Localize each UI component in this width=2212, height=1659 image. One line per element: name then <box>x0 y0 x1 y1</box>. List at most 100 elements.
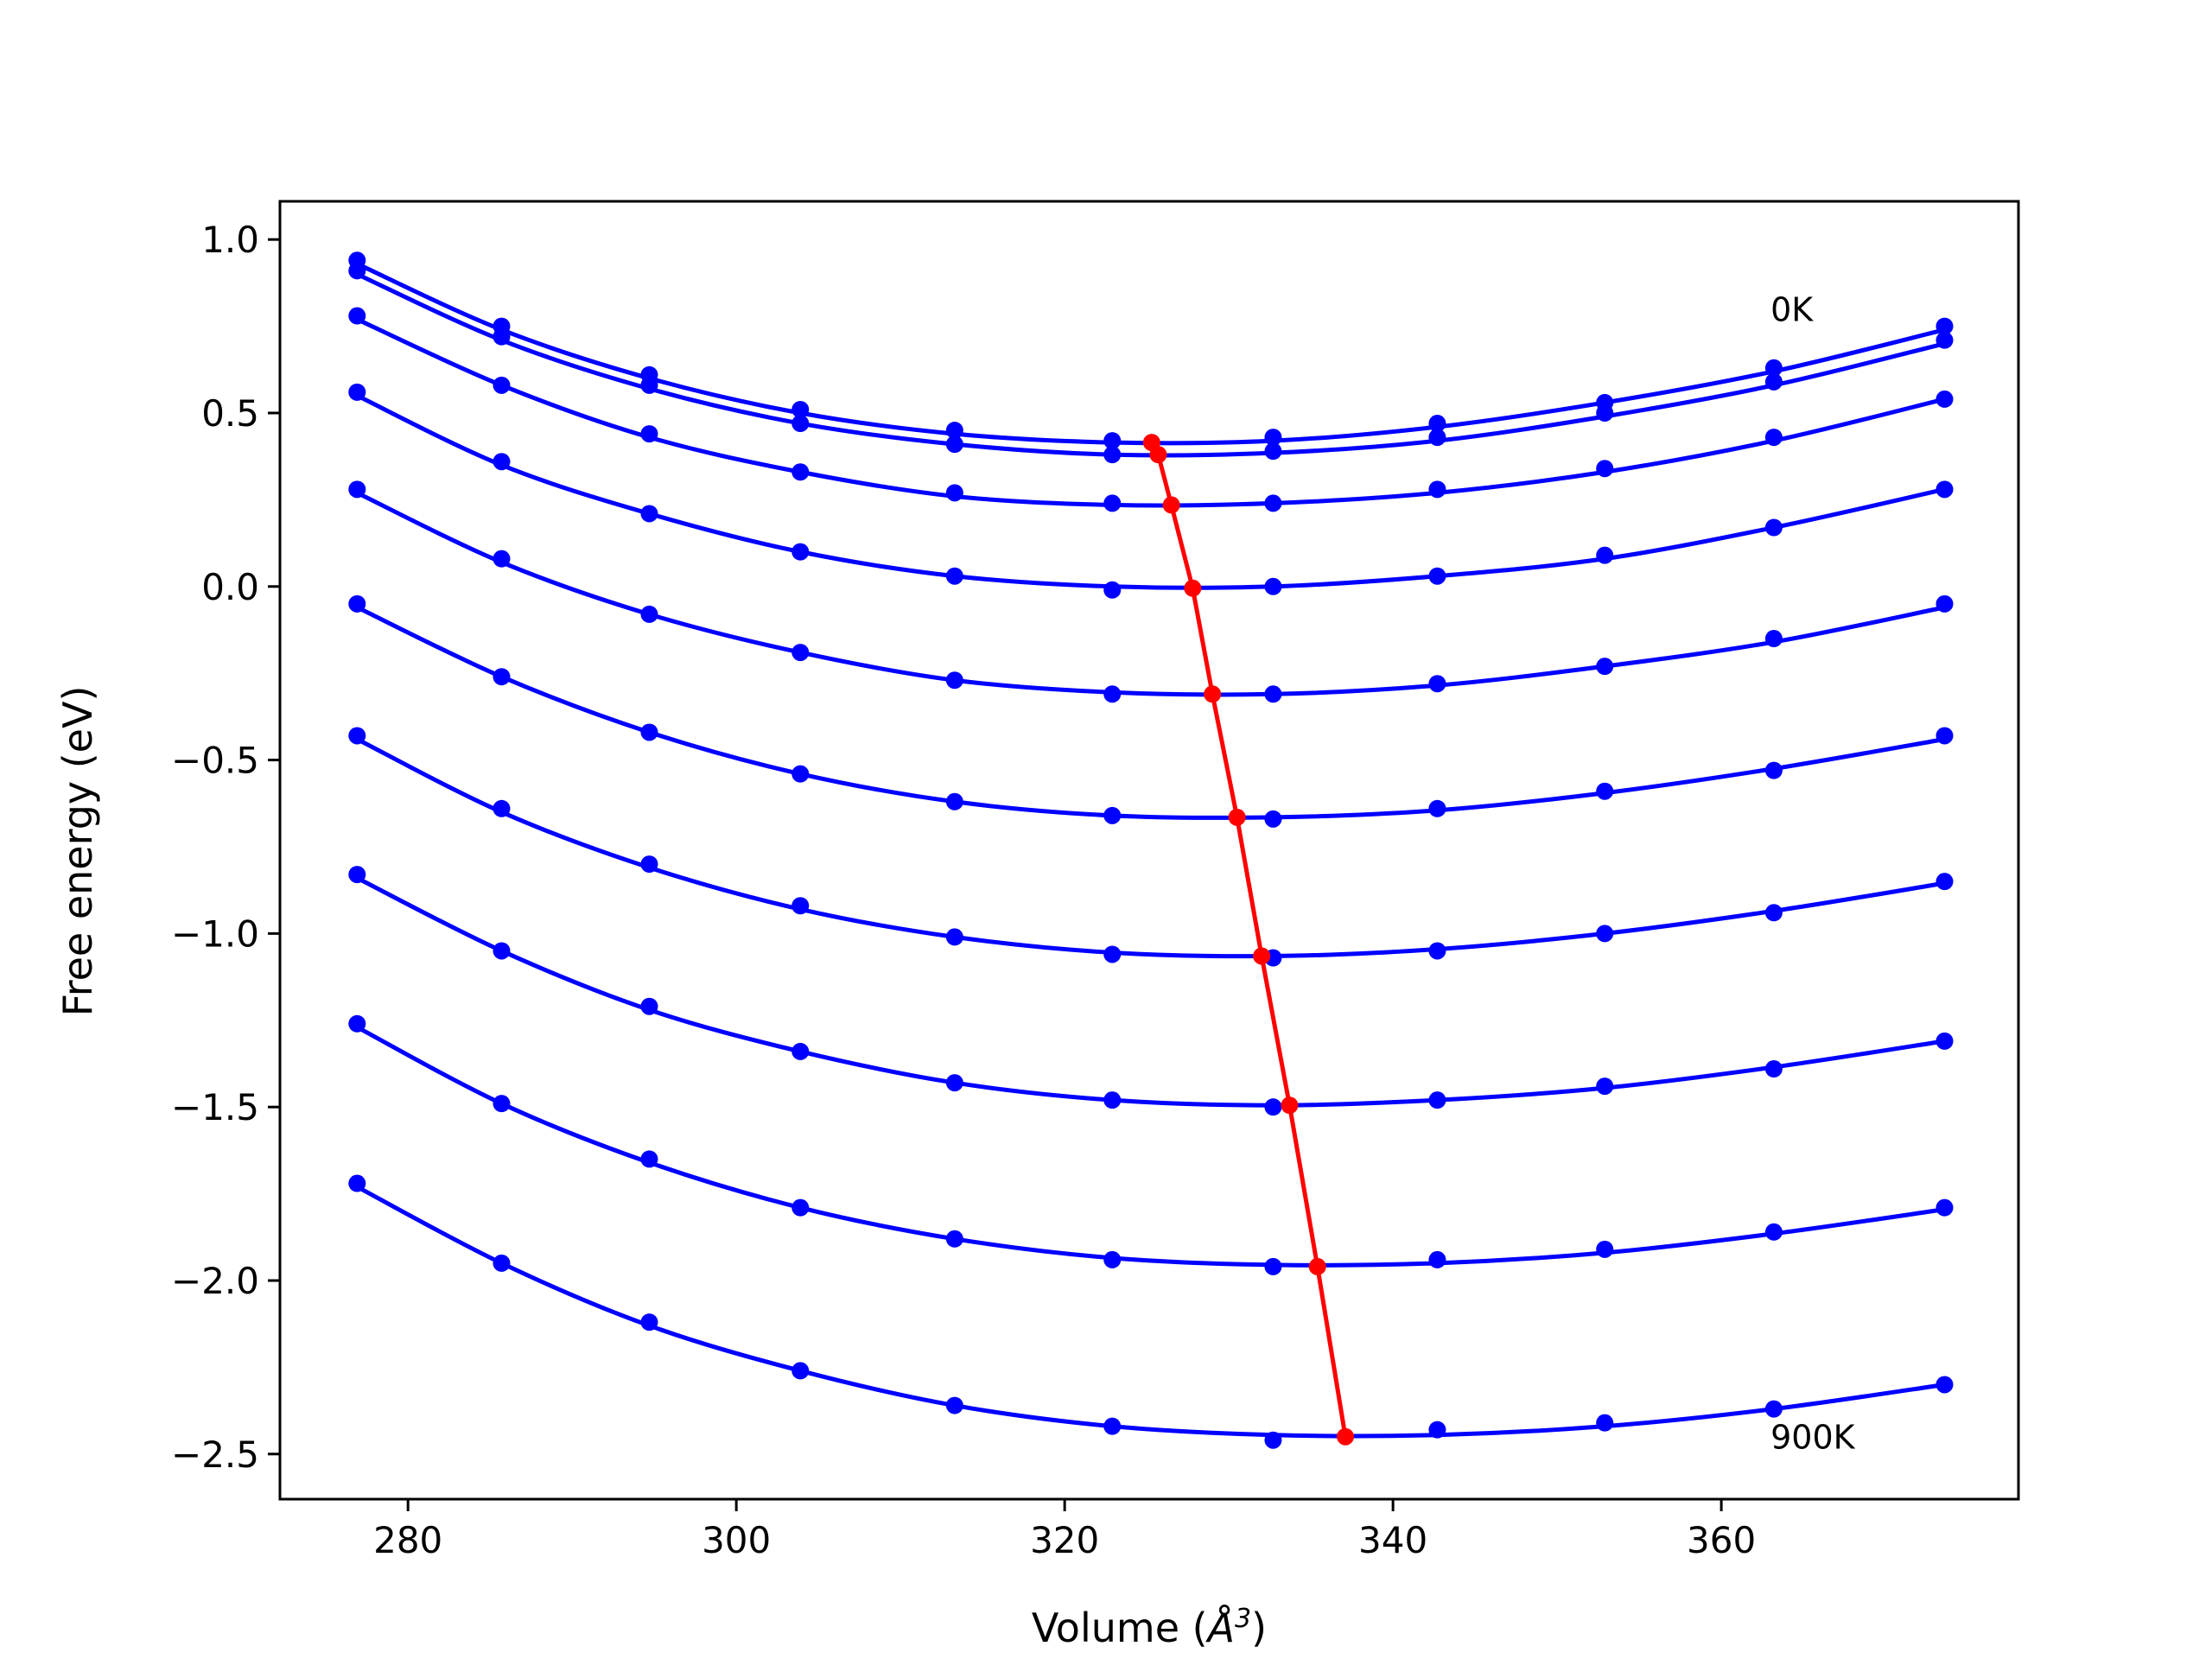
data-point <box>640 997 658 1015</box>
data-point <box>493 799 511 817</box>
data-point <box>493 327 511 346</box>
annotations: 0K 900K <box>1770 290 1856 1456</box>
x-tick-label: 320 <box>1030 1519 1099 1561</box>
y-tick-label: −0.5 <box>171 740 259 782</box>
y-tick-label: 0.5 <box>201 392 259 435</box>
x-tick-label: 300 <box>702 1519 771 1561</box>
temperature-annotation: 0K <box>1770 290 1814 328</box>
data-point <box>945 484 963 502</box>
data-point <box>1936 1376 1954 1394</box>
data-point <box>945 671 963 690</box>
data-point <box>1103 581 1122 599</box>
data-point <box>1764 1223 1783 1241</box>
data-point <box>1764 1400 1783 1418</box>
y-tick-label: −1.0 <box>171 912 259 955</box>
minimum-line-path <box>1149 441 1348 1438</box>
data-point <box>640 723 658 741</box>
data-point <box>791 765 810 783</box>
data-point <box>1764 1060 1783 1078</box>
y-tick-label: −2.0 <box>171 1260 259 1302</box>
data-point <box>945 928 963 946</box>
data-point <box>1428 675 1446 693</box>
data-point <box>1428 415 1446 433</box>
data-point <box>1596 658 1614 676</box>
plot-area <box>280 201 2018 1499</box>
data-point <box>348 262 366 280</box>
data-point <box>945 1396 963 1414</box>
data-point <box>348 480 366 499</box>
data-point <box>1103 1417 1122 1435</box>
data-point <box>348 383 366 401</box>
data-point <box>1264 1257 1282 1275</box>
data-points <box>348 251 1954 1449</box>
y-tick-label: 0.0 <box>201 566 259 608</box>
data-point <box>640 1313 658 1332</box>
data-point <box>493 668 511 686</box>
data-point <box>1596 1414 1614 1432</box>
data-point <box>1764 359 1783 377</box>
data-point <box>791 1042 810 1060</box>
data-point <box>1596 460 1614 478</box>
data-point <box>791 463 810 481</box>
data-point <box>640 855 658 874</box>
data-point <box>348 727 366 745</box>
data-point <box>1596 782 1614 800</box>
y-tick-label: 1.0 <box>201 219 259 261</box>
data-point <box>791 1362 810 1380</box>
data-point <box>1764 518 1783 537</box>
data-point <box>1264 1431 1282 1449</box>
data-point <box>348 866 366 884</box>
y-axis-label: Free energy (eV) <box>54 686 101 1017</box>
data-point <box>1936 1032 1954 1050</box>
minimum-point <box>1204 685 1222 703</box>
y-tick-label: −1.5 <box>171 1086 259 1128</box>
data-point <box>1103 494 1122 512</box>
data-point <box>1264 685 1282 703</box>
data-point <box>1596 925 1614 943</box>
data-point <box>348 307 366 325</box>
data-point <box>791 400 810 418</box>
data-point <box>1764 630 1783 648</box>
data-point <box>1103 446 1122 464</box>
data-point <box>791 415 810 433</box>
data-point <box>1596 404 1614 422</box>
data-point <box>1596 546 1614 564</box>
data-point <box>640 605 658 623</box>
data-point <box>1428 480 1446 499</box>
data-point <box>945 422 963 440</box>
data-point <box>1103 1091 1122 1109</box>
data-point <box>945 1230 963 1248</box>
data-point <box>1936 390 1954 408</box>
data-point <box>1103 806 1122 824</box>
data-point <box>493 550 511 568</box>
data-point <box>1936 873 1954 891</box>
minimum-point <box>1281 1096 1299 1115</box>
data-point <box>945 435 963 454</box>
minimum-point <box>1228 808 1246 826</box>
data-point <box>791 1198 810 1217</box>
data-point <box>493 1095 511 1113</box>
data-point <box>1428 1421 1446 1439</box>
data-point <box>1764 761 1783 779</box>
data-point <box>1103 432 1122 450</box>
data-point <box>1764 372 1783 391</box>
data-point <box>1596 1240 1614 1258</box>
minimum-point <box>1253 947 1271 965</box>
data-point <box>1936 594 1954 613</box>
data-point <box>1264 577 1282 595</box>
data-point <box>1764 429 1783 447</box>
data-point <box>945 792 963 810</box>
data-point <box>640 376 658 394</box>
data-point <box>493 453 511 471</box>
minimum-line <box>1142 434 1355 1446</box>
data-point <box>1936 1198 1954 1217</box>
x-tick-label: 280 <box>373 1519 442 1561</box>
minimum-point <box>1149 446 1167 464</box>
x-axis-ticks: 280 300 320 340 360 <box>373 1499 1756 1561</box>
data-point <box>1936 331 1954 349</box>
data-point <box>791 897 810 915</box>
data-point <box>493 942 511 960</box>
data-point <box>493 376 511 394</box>
minimum-point <box>1308 1257 1326 1275</box>
